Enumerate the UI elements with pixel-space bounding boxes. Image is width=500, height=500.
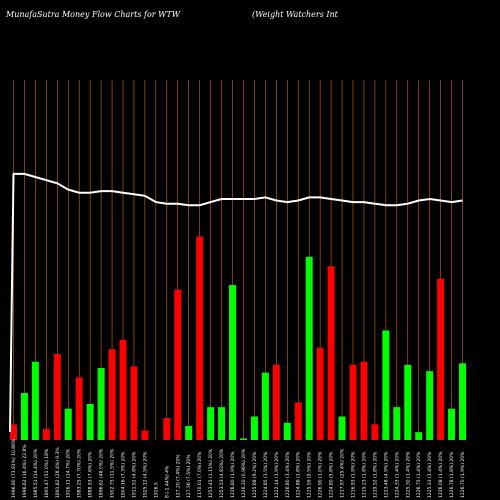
money-flow-bar xyxy=(97,368,105,440)
money-flow-bar xyxy=(437,278,445,440)
x-tick-label: 127.56 (7.5%) 20% xyxy=(186,454,192,498)
x-tick-label: 1926.5 xyxy=(153,482,159,498)
money-flow-bar xyxy=(426,371,434,440)
x-tick-label: 1225.68 (9.2%) 20% xyxy=(252,451,258,498)
x-tick-label: 1226.20 (0.96%) 20% xyxy=(241,448,247,498)
money-flow-bar xyxy=(360,361,368,440)
x-tick-label: 1226.08 (1.4%) 20% xyxy=(438,451,444,498)
x-tick-label: 1219.52 (1.8%) 20% xyxy=(372,451,378,498)
x-tick-label: 1925.12 (4.5%) 20% xyxy=(142,451,148,498)
money-flow-bar xyxy=(174,289,182,440)
label-layer: 1996.90 (73.91%) 10.66% 1996.62 (16.4%) 2… xyxy=(11,438,466,498)
chart-company: (Weight Watchers Int xyxy=(252,10,338,19)
x-tick-label: 1904.16 (7.3%) 20% xyxy=(121,451,127,498)
money-flow-bar xyxy=(218,407,226,440)
x-tick-label: 1215.23 (1.8%) 20% xyxy=(361,451,367,498)
money-flow-bar xyxy=(20,393,28,440)
money-flow-bar xyxy=(64,408,72,440)
bar-layer xyxy=(9,236,467,440)
x-tick-label: 1926.11 (14.7%) 20% xyxy=(66,448,72,498)
x-tick-label: 1996.90 (73.91%) 10.66% xyxy=(11,438,17,498)
x-tick-label: 8 (-1.44%) 4% xyxy=(164,465,170,498)
money-flow-bar xyxy=(283,422,291,440)
money-flow-bar xyxy=(393,407,401,440)
x-tick-label: 1891.47 (51.0%) 18% xyxy=(44,448,50,498)
x-tick-label: 1226.90 (1.0%) 20% xyxy=(318,451,324,498)
x-tick-label: 1911.52 (4.8%) 20% xyxy=(131,451,137,498)
x-tick-label: 1223.48 (4.9%) 20% xyxy=(383,451,389,498)
money-flow-bar xyxy=(196,236,204,440)
x-tick-label: 1224.33 (1.4%) 20% xyxy=(394,451,400,498)
x-tick-label: 1891.82 (28.4%) 9.3% xyxy=(55,447,61,498)
money-flow-bar xyxy=(163,418,171,440)
x-tick-label: 1226.80 (3.4%) 20% xyxy=(285,451,291,498)
x-tick-label: 1226.80 (1.9%) 20% xyxy=(230,451,236,498)
money-flow-line xyxy=(9,172,463,433)
money-flow-bar xyxy=(327,266,335,440)
money-flow-bar xyxy=(404,364,412,440)
x-tick-label: 127.20 (7.4%) 20% xyxy=(175,454,181,498)
money-flow-bar xyxy=(338,416,346,440)
money-flow-bar xyxy=(108,349,116,440)
money-flow-bar xyxy=(31,361,39,440)
x-tick-label: 1225.33 (1.4%) 20% xyxy=(427,451,433,498)
money-flow-bar xyxy=(207,407,215,440)
money-flow-bar xyxy=(459,363,467,440)
money-flow-bar xyxy=(53,353,61,440)
x-tick-label: 1226.75 (1.4%) 20% xyxy=(416,451,422,498)
money-flow-bar xyxy=(9,424,17,440)
money-flow-bar xyxy=(261,372,269,440)
money-flow-bar xyxy=(415,432,423,440)
x-tick-label: 1226.70 (1.9%) 20% xyxy=(460,451,466,498)
x-tick-label: 1225.59 (9.5%) 20% xyxy=(307,451,313,498)
x-tick-label: 1888.93 (7.6%) 20% xyxy=(88,451,94,498)
x-tick-label: 1902.75 (11.5%) 20% xyxy=(110,448,116,498)
x-tick-label: 1222.14 (1.9%) 20% xyxy=(274,451,280,498)
money-flow-bar xyxy=(86,404,94,440)
x-tick-label: 1224.85 (3.5%) 20% xyxy=(263,451,269,498)
chart-title: MunafaSutra Money Flow Charts for WTW xyxy=(6,10,180,19)
money-flow-bar xyxy=(349,364,357,440)
money-flow-bar xyxy=(250,416,258,440)
money-flow-bar xyxy=(272,364,280,440)
money-flow-bar xyxy=(294,402,302,440)
money-flow-bar xyxy=(141,430,149,440)
x-tick-label: 1253.53 (4.83%) 20% xyxy=(219,448,225,498)
money-flow-bar xyxy=(229,285,237,440)
x-tick-label: 1983.25 (7.70%) 20% xyxy=(77,448,83,498)
money-flow-bar xyxy=(239,438,247,440)
x-tick-label: 1224.80 (5.8%) 20% xyxy=(329,451,335,498)
money-flow-bar xyxy=(305,256,313,440)
money-flow-bar xyxy=(119,339,127,440)
x-tick-label: 1996.62 (16.4%) 22.8% xyxy=(22,444,28,498)
money-flow-bar xyxy=(316,347,324,440)
x-tick-label: 1224.86 (1.8%) 20% xyxy=(296,451,302,498)
x-tick-label: 1217.97 (25.4%) 20% xyxy=(340,448,346,498)
money-flow-bar xyxy=(42,429,50,440)
x-tick-label: 1253.45 (1.15%) 20% xyxy=(208,448,214,498)
x-tick-label: 1225.30 (1.4%) 20% xyxy=(405,451,411,498)
money-flow-bar xyxy=(448,408,456,440)
x-tick-label: 1216.93 (1.9%) 20% xyxy=(351,451,357,498)
x-tick-label: 1226.78 (1.8%) 20% xyxy=(449,451,455,498)
x-tick-label: 1985.51 (14.4%) 20% xyxy=(33,448,39,498)
money-flow-bar xyxy=(382,330,390,440)
x-tick-label: 1896.62 (48.0%) 20% xyxy=(99,448,105,498)
money-flow-bar xyxy=(130,366,138,440)
money-flow-bar xyxy=(75,377,83,440)
money-flow-bar xyxy=(371,424,379,440)
x-tick-label: 1170.01 (7.0%) 20% xyxy=(197,451,203,498)
money-flow-bar xyxy=(185,425,193,440)
